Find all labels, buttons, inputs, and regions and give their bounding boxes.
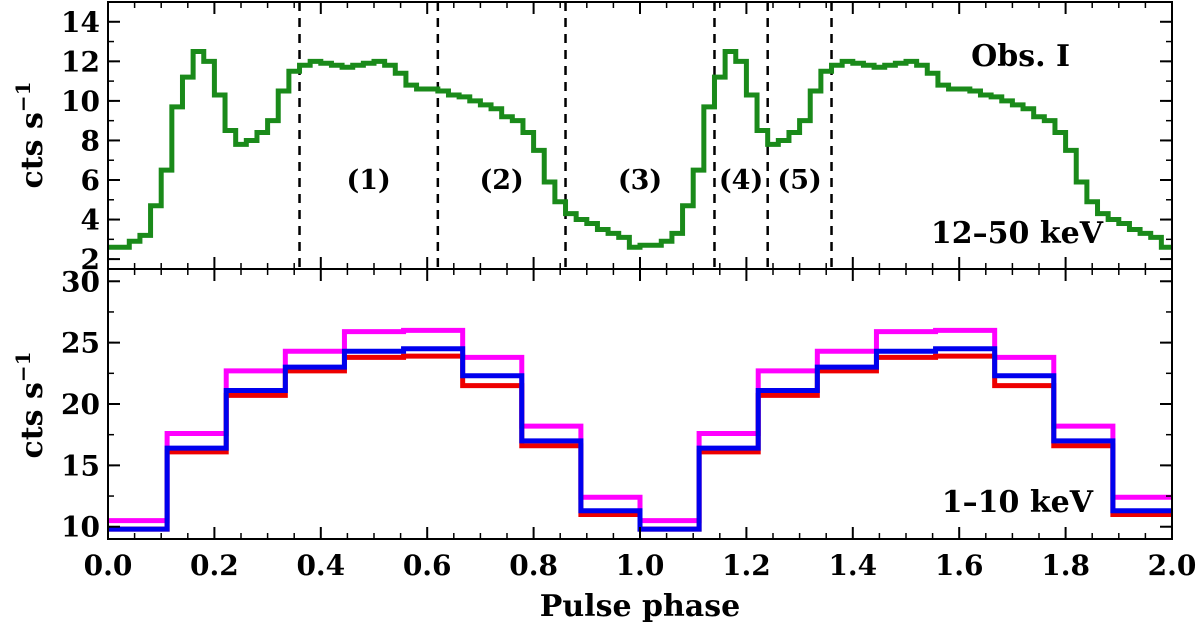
bottom-frame: [107, 268, 1173, 540]
y-tick-label: 8: [81, 124, 100, 157]
top-panel: (1) (2) (3) (4) (5) 2 4 6 8 10 12 14 Obs. I 12–50 …: [11, 1, 1173, 276]
region-label-4: (4): [719, 165, 763, 196]
x-tick-label: 0.6: [403, 549, 452, 582]
y-tick-label: 6: [81, 164, 100, 197]
top-energy-label: 12–50 keV: [931, 216, 1104, 251]
bottom-energy-label: 1–10 keV: [942, 485, 1094, 520]
x-tick-label: 1.0: [616, 549, 665, 582]
region-label-2: (2): [480, 165, 524, 196]
y-tick-label: 12: [61, 45, 100, 78]
bottom-ticks: 10 15 20 25 30 0.0 0.2 0.4 0.6 0.8 1.0 1.2 1.4 1.6 1.8…: [61, 265, 1196, 582]
y-tick-label: 10: [61, 511, 100, 544]
x-axis-label: Pulse phase: [540, 589, 740, 624]
x-tick-label: 1.4: [828, 549, 877, 582]
x-tick-label: 0.0: [84, 549, 133, 582]
bottom-y-axis-label-sup: −1: [11, 351, 35, 382]
region-label-5: (5): [777, 165, 821, 196]
x-tick-label: 1.2: [722, 549, 771, 582]
bottom-y-axis-label-main: cts s: [15, 382, 50, 458]
y-tick-label: 25: [61, 327, 100, 360]
top-y-axis-label-sup: −1: [11, 81, 35, 112]
x-tick-label: 1.6: [935, 549, 984, 582]
x-tick-label: 1.8: [1041, 549, 1090, 582]
x-tick-label: 0.4: [296, 549, 345, 582]
observation-label: Obs. I: [971, 39, 1070, 74]
y-tick-label: 14: [61, 6, 100, 39]
top-y-axis-label: cts s−1: [11, 81, 50, 188]
y-tick-label: 4: [81, 204, 100, 237]
x-tick-label: 2.0: [1148, 549, 1197, 582]
x-tick-label: 0.2: [190, 549, 239, 582]
region-label-1: (1): [347, 165, 391, 196]
series-soft-3: [108, 346, 1172, 532]
bottom-plot-area: [108, 327, 1172, 532]
region-label-3: (3): [618, 165, 662, 196]
y-tick-label: 20: [61, 388, 100, 421]
series-hard-1: [108, 48, 1172, 250]
bottom-panel: 10 15 20 25 30 0.0 0.2 0.4 0.6 0.8 1.0 1.2 1.4 1.6 1.8…: [11, 265, 1196, 624]
y-tick-label: 10: [61, 85, 100, 118]
y-tick-label: 2: [81, 243, 100, 276]
top-y-axis-label-main: cts s: [15, 112, 50, 188]
top-plot-area: (1) (2) (3) (4) (5): [108, 2, 1172, 269]
y-tick-label: 30: [61, 265, 100, 298]
x-tick-label: 0.8: [509, 549, 558, 582]
bottom-y-axis-label: cts s−1: [11, 351, 50, 458]
y-tick-label: 15: [61, 449, 100, 482]
